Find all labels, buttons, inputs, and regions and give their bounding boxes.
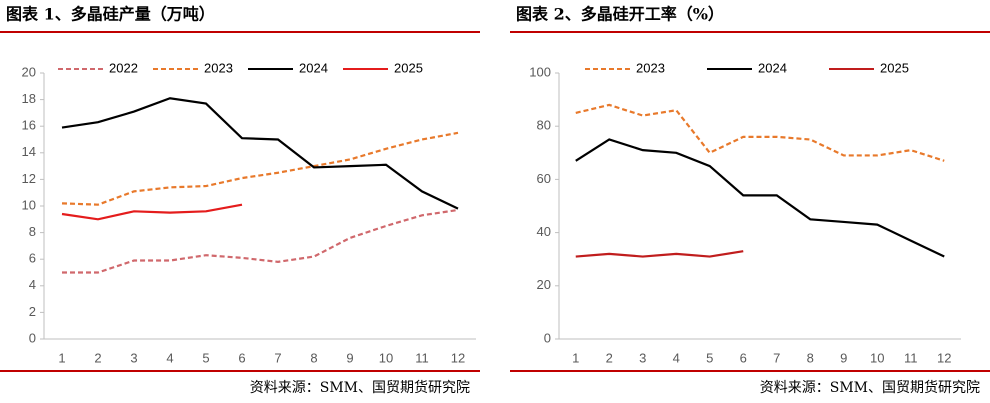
series-line: [61, 131, 459, 206]
y-tick-label: 60: [537, 171, 551, 186]
legend-label: 2023: [204, 60, 233, 75]
title-rule: [0, 31, 480, 33]
y-tick-label: 12: [22, 171, 36, 186]
y-tick-label: 20: [537, 277, 551, 292]
y-tick-label: 80: [537, 118, 551, 133]
source: 资料来源：SMM、国贸期货研究院: [760, 379, 980, 396]
legend-label: 2023: [636, 60, 665, 75]
y-tick-label: 8: [29, 224, 36, 239]
legend-label: 2025: [394, 60, 423, 75]
x-tick-label: 7: [274, 350, 281, 365]
x-tick-label: 11: [415, 350, 429, 365]
x-tick-label: 2: [94, 350, 101, 365]
x-tick-label: 4: [673, 350, 680, 365]
chart-title: 图表 2、多晶硅开工率（%）: [516, 5, 724, 24]
x-tick-label: 8: [807, 350, 814, 365]
y-tick-label: 14: [22, 144, 36, 159]
x-tick-label: 9: [346, 350, 353, 365]
y-tick-label: 16: [22, 118, 36, 133]
source-rule: [0, 370, 480, 372]
legend-label: 2024: [758, 60, 787, 75]
x-tick-label: 10: [870, 350, 884, 365]
x-tick-label: 12: [451, 350, 465, 365]
series-line: [61, 203, 243, 221]
x-tick-label: 8: [310, 350, 317, 365]
x-tick-label: 6: [238, 350, 245, 365]
x-tick-label: 1: [58, 350, 65, 365]
x-tick-label: 3: [639, 350, 646, 365]
source-rule: [510, 370, 990, 372]
x-tick-label: 12: [937, 350, 951, 365]
y-tick-label: 6: [29, 251, 36, 266]
series-line: [575, 103, 945, 162]
legend-label: 2024: [299, 60, 328, 75]
y-tick-label: 18: [22, 91, 36, 106]
x-tick-label: 4: [166, 350, 173, 365]
x-tick-label: 3: [130, 350, 137, 365]
x-tick-label: 9: [840, 350, 847, 365]
x-tick-label: 1: [572, 350, 579, 365]
y-tick-label: 4: [29, 277, 36, 292]
legend-label: 2022: [109, 60, 138, 75]
x-tick-label: 5: [202, 350, 209, 365]
y-tick-label: 2: [29, 304, 36, 319]
chart-title: 图表 1、多晶硅产量（万吨）: [6, 5, 215, 24]
x-tick-label: 7: [773, 350, 780, 365]
x-tick-label: 10: [379, 350, 393, 365]
y-tick-label: 20: [22, 64, 36, 79]
source: 资料来源：SMM、国贸期货研究院: [250, 379, 470, 396]
series-line: [62, 208, 459, 274]
y-tick-label: 100: [529, 64, 551, 79]
y-tick-label: 0: [29, 330, 36, 345]
series-line: [575, 250, 744, 258]
x-tick-label: 2: [606, 350, 613, 365]
y-tick-label: 10: [22, 197, 36, 212]
y-tick-label: 40: [537, 224, 551, 239]
legend-label: 2025: [880, 60, 909, 75]
x-tick-label: 6: [740, 350, 747, 365]
series-line: [61, 97, 459, 210]
y-tick-label: 0: [544, 330, 551, 345]
series-line: [575, 138, 945, 258]
x-tick-label: 11: [904, 350, 918, 365]
title-rule: [510, 31, 990, 33]
x-tick-label: 5: [706, 350, 713, 365]
